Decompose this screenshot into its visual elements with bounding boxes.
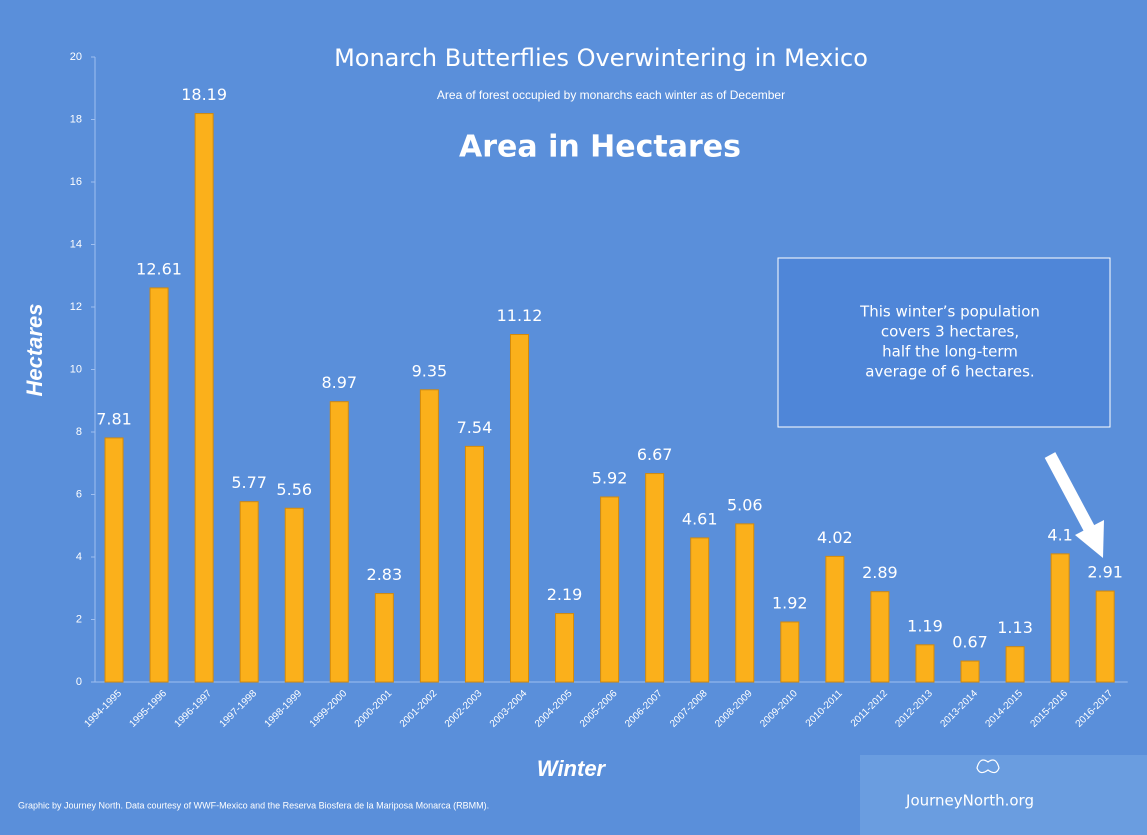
value-label: 2.89 (862, 563, 898, 582)
value-label: 1.13 (997, 618, 1033, 637)
bar (284, 507, 304, 683)
bar (1050, 553, 1070, 683)
bar (600, 496, 620, 683)
logo: JourneyNorth.org (905, 792, 1034, 810)
bar (825, 555, 845, 683)
value-label: 2.19 (547, 585, 583, 604)
y-axis-label: Hectares (22, 304, 47, 397)
value-label: 6.67 (637, 445, 673, 464)
bar (555, 613, 575, 683)
value-label: 12.61 (136, 259, 182, 278)
y-tick-label: 12 (70, 301, 82, 313)
y-tick-label: 18 (70, 113, 82, 125)
annotation-box (777, 257, 1111, 428)
value-label: 7.54 (457, 418, 493, 437)
y-tick-label: 4 (76, 551, 82, 563)
annotation-line: This winter’s population (859, 303, 1040, 321)
value-label: 11.12 (497, 306, 543, 325)
bar (329, 401, 349, 683)
bar (915, 644, 935, 683)
chart-title: Monarch Butterflies Overwintering in Mex… (334, 44, 868, 72)
value-label: 1.19 (907, 616, 943, 635)
value-label: 4.1 (1047, 525, 1072, 544)
bar (509, 334, 529, 683)
bar (464, 445, 484, 683)
credit: Graphic by Journey North. Data courtesy … (18, 800, 489, 810)
value-label: 1.92 (772, 594, 808, 613)
heading: Area in Hectares (459, 130, 741, 165)
value-label: 18.19 (181, 85, 227, 104)
y-tick-label: 6 (76, 488, 82, 500)
bar (1005, 646, 1025, 683)
bar (690, 537, 710, 683)
value-label: 4.61 (682, 509, 718, 528)
y-tick-label: 8 (76, 426, 82, 438)
y-tick-label: 0 (76, 676, 82, 688)
value-label: 4.02 (817, 528, 853, 547)
y-tick-label: 10 (70, 363, 82, 375)
bar (104, 437, 124, 683)
value-label: 5.56 (276, 480, 312, 499)
arrow-shaft (1044, 452, 1096, 533)
value-label: 9.35 (412, 361, 448, 380)
bar (149, 287, 169, 683)
value-label: 2.91 (1087, 563, 1123, 582)
value-label: 7.81 (96, 409, 132, 428)
annotation-line: covers 3 hectares, (881, 323, 1019, 341)
y-tick-label: 16 (70, 176, 82, 188)
value-label: 0.67 (952, 633, 988, 652)
value-label: 5.92 (592, 469, 628, 488)
bar (735, 523, 755, 683)
subtitle: Area of forest occupied by monarchs each… (437, 88, 785, 102)
y-tick-label: 14 (70, 238, 82, 250)
bar (194, 113, 214, 683)
bar (239, 501, 259, 683)
value-label: 2.83 (367, 565, 403, 584)
value-label: 5.77 (231, 473, 267, 492)
bar (870, 591, 890, 683)
annotation-line: average of 6 hectares. (865, 363, 1034, 381)
bar (960, 660, 980, 683)
annotation-line: half the long-term (882, 343, 1018, 361)
y-tick-label: 20 (70, 51, 82, 63)
bar (645, 473, 665, 683)
arrow-head (1075, 520, 1104, 558)
bar (374, 593, 394, 683)
x-axis-label: Winter (537, 756, 607, 781)
y-tick-label: 2 (76, 613, 82, 625)
butterfly-icon (976, 759, 1000, 774)
bar (780, 621, 800, 683)
value-label: 8.97 (321, 373, 357, 392)
value-label: 5.06 (727, 495, 763, 514)
logo-box (860, 755, 1147, 835)
bar (419, 389, 439, 683)
bar (1095, 590, 1115, 683)
